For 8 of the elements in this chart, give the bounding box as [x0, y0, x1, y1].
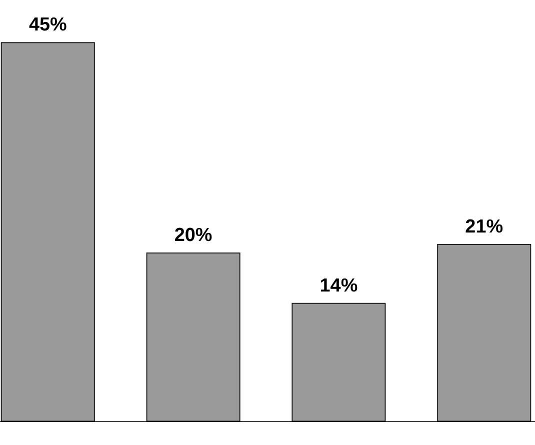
data-label: 20%: [174, 225, 212, 246]
bar: [292, 302, 386, 422]
data-label: 45%: [28, 14, 68, 36]
bar: [437, 244, 532, 422]
bar: [146, 252, 240, 422]
data-label: 14%: [320, 275, 358, 296]
bar: [0, 42, 95, 422]
data-label: 21%: [465, 216, 504, 238]
